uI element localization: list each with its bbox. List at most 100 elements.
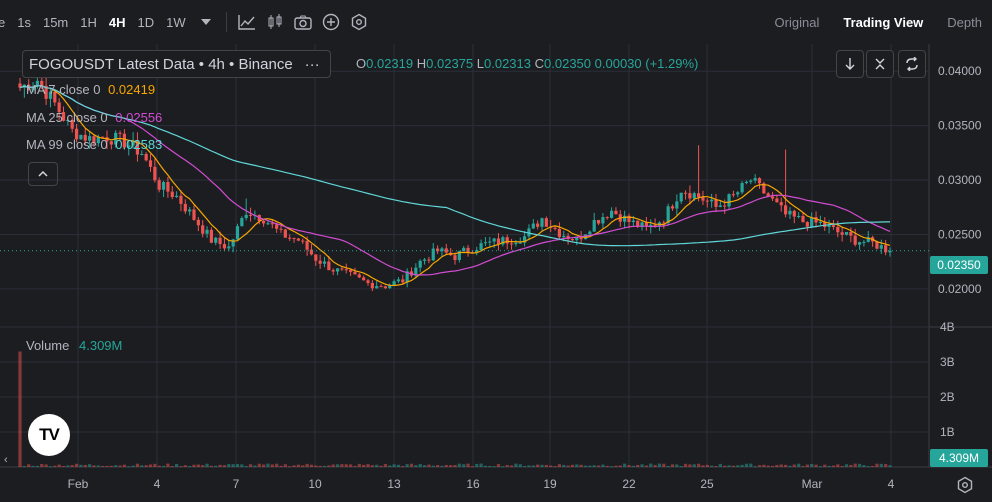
high-value: 0.02375 — [426, 56, 474, 71]
tradingview-logo[interactable]: TV — [28, 414, 70, 456]
candle-body — [866, 237, 870, 242]
volume-bar — [770, 465, 775, 467]
collapse-legend-button[interactable] — [28, 162, 58, 186]
time-tick-label: 4 — [888, 477, 895, 491]
ma25-label: MA 25 close 0 — [26, 110, 108, 125]
candle-body — [235, 226, 240, 240]
arrow-down-button[interactable] — [836, 50, 864, 78]
chart-settings-icon[interactable] — [954, 474, 976, 496]
volume-bar — [457, 463, 461, 467]
time-tick-label: 7 — [233, 477, 240, 491]
candle-body — [888, 250, 892, 253]
volume-bar — [405, 464, 409, 467]
volume-legend[interactable]: Volume 4.309M — [26, 338, 122, 353]
more-options-icon[interactable]: ··· — [304, 55, 320, 73]
price-tick-label: 0.03000 — [938, 173, 982, 187]
candle-body — [205, 229, 209, 234]
scroll-left-icon[interactable]: ‹ — [4, 454, 8, 466]
candle-body — [362, 277, 366, 281]
candle-body — [592, 220, 596, 232]
candle-body — [488, 241, 492, 243]
timeframe-dropdown-icon[interactable] — [192, 8, 220, 36]
candle-body — [44, 85, 48, 99]
volume-bar — [362, 464, 366, 467]
candle-body — [340, 268, 344, 270]
ma99-value: 0.02583 — [115, 137, 163, 152]
candle-body — [666, 206, 670, 224]
ma7-value: 0.02419 — [108, 82, 156, 97]
volume-bar — [505, 464, 509, 467]
timeframe-1h[interactable]: 1H — [80, 14, 97, 30]
symbol-legend[interactable]: FOGOUSDT Latest Data • 4h • Binance ··· — [22, 50, 331, 78]
volume-bar — [118, 465, 122, 467]
tab-original[interactable]: Original — [774, 14, 820, 30]
ma25-line — [19, 85, 891, 276]
collapse-arrows-button[interactable] — [866, 50, 894, 78]
ma99-legend[interactable]: MA 99 close 0 0.02583 — [26, 137, 162, 152]
candle-body — [118, 132, 122, 134]
volume-bar — [496, 464, 501, 467]
volume-bar — [122, 464, 126, 467]
candle-body — [148, 160, 153, 167]
volume-bar — [514, 463, 518, 467]
volume-bar — [70, 465, 74, 467]
timeframe-15m[interactable]: 15m — [42, 14, 69, 30]
close-label: C — [534, 56, 545, 71]
candle-body — [301, 240, 305, 242]
candle-body — [270, 223, 274, 225]
open-value: 0.02319 — [366, 56, 414, 71]
volume-bar — [383, 463, 387, 467]
price-chart[interactable]: 0.04000 0.03500 0.03000 0.02500 0.02000 4B 3B 2… — [0, 44, 992, 502]
volume-bar — [453, 464, 457, 467]
price-tick-label: 0.02000 — [938, 282, 982, 296]
candle-body — [353, 271, 357, 275]
volume-bar — [479, 463, 483, 467]
timeframe-1d[interactable]: 1D — [137, 14, 155, 30]
timeframe-1w[interactable]: 1W — [166, 14, 186, 30]
candle-body — [797, 216, 801, 218]
timeframe-4h[interactable]: 4H — [108, 14, 126, 30]
candle-body — [127, 145, 131, 148]
volume-bar — [731, 465, 735, 467]
timeframe-1s[interactable]: 1s — [17, 14, 31, 30]
volume-bar — [527, 465, 531, 467]
ma25-legend[interactable]: MA 25 close 0 0.02556 — [26, 110, 162, 125]
candle-body — [710, 199, 714, 202]
candle-body — [840, 232, 844, 235]
volume-bar — [427, 464, 431, 467]
symbol-title: FOGOUSDT Latest Data • 4h • Binance — [29, 55, 293, 73]
volume-bar — [83, 464, 87, 467]
volume-bar — [92, 465, 96, 467]
volume-bar — [331, 464, 335, 467]
tab-trading-view[interactable]: Trading View — [843, 14, 924, 30]
volume-bar — [370, 465, 374, 467]
camera-icon[interactable] — [289, 8, 317, 36]
volume-bar — [888, 465, 892, 467]
volume-bar — [588, 465, 592, 467]
volume-bar — [744, 463, 749, 467]
refresh-button[interactable] — [898, 50, 926, 78]
add-icon[interactable] — [317, 8, 345, 36]
volume-bar — [183, 465, 187, 467]
candle-body — [288, 237, 292, 239]
volume-bar — [148, 464, 153, 467]
open-label: O — [356, 56, 367, 71]
settings-hex-icon[interactable] — [345, 8, 373, 36]
candle-body — [383, 286, 387, 289]
candle-body — [309, 249, 314, 255]
indicators-icon[interactable] — [233, 8, 261, 36]
ma7-legend[interactable]: MA 7 close 0 0.02419 — [26, 82, 155, 97]
volume-bar — [853, 463, 857, 467]
candle-body — [283, 229, 287, 238]
candle-body — [327, 261, 331, 271]
candle-body — [262, 221, 266, 224]
candle-body — [66, 119, 70, 121]
volume-bar — [475, 463, 479, 467]
volume-bar — [214, 465, 218, 467]
candle-body — [496, 238, 501, 245]
tab-depth[interactable]: Depth — [947, 14, 982, 30]
volume-bar — [392, 464, 396, 467]
candle-body — [31, 86, 35, 91]
candle-body — [779, 202, 783, 206]
candles-type-icon[interactable] — [261, 8, 289, 36]
